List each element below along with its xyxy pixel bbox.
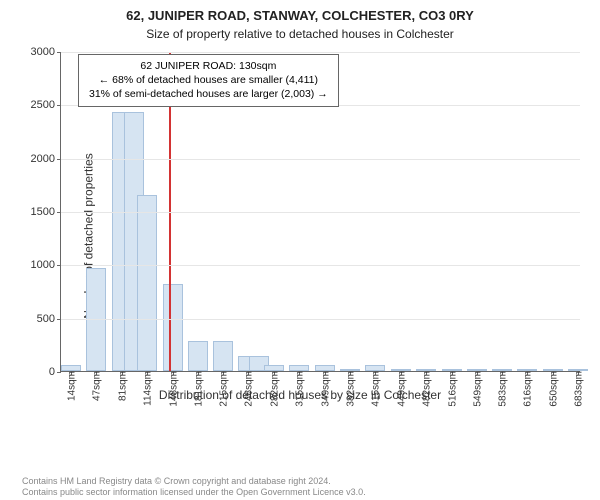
annotation-callout: 62 JUNIPER ROAD: 130sqm ← 68% of detache… xyxy=(78,54,339,107)
callout-line3: 31% of semi-detached houses are larger (… xyxy=(89,87,328,101)
y-tick-label: 2000 xyxy=(31,153,61,165)
histogram-bar xyxy=(188,341,208,371)
page-subtitle: Size of property relative to detached ho… xyxy=(0,23,600,47)
footer-line2: Contains public sector information licen… xyxy=(22,487,366,498)
page-title-address: 62, JUNIPER ROAD, STANWAY, COLCHESTER, C… xyxy=(0,0,600,23)
y-tick-label: 1000 xyxy=(31,259,61,271)
attribution-footer: Contains HM Land Registry data © Crown c… xyxy=(22,476,366,499)
gridline xyxy=(61,52,580,53)
histogram-bar xyxy=(137,195,157,371)
y-tick-label: 500 xyxy=(37,313,61,325)
y-tick-label: 2500 xyxy=(31,99,61,111)
x-axis-label: Distribution of detached houses by size … xyxy=(0,388,600,402)
gridline xyxy=(61,212,580,213)
gridline xyxy=(61,265,580,266)
callout-line2: ← 68% of detached houses are smaller (4,… xyxy=(89,73,328,87)
y-tick-label: 3000 xyxy=(31,46,61,58)
y-tick-label: 0 xyxy=(49,366,61,378)
gridline xyxy=(61,159,580,160)
gridline xyxy=(61,319,580,320)
footer-line1: Contains HM Land Registry data © Crown c… xyxy=(22,476,366,487)
histogram-bar xyxy=(213,341,233,371)
callout-line1: 62 JUNIPER ROAD: 130sqm xyxy=(89,59,328,73)
histogram-bar xyxy=(163,284,183,371)
y-tick-label: 1500 xyxy=(31,206,61,218)
